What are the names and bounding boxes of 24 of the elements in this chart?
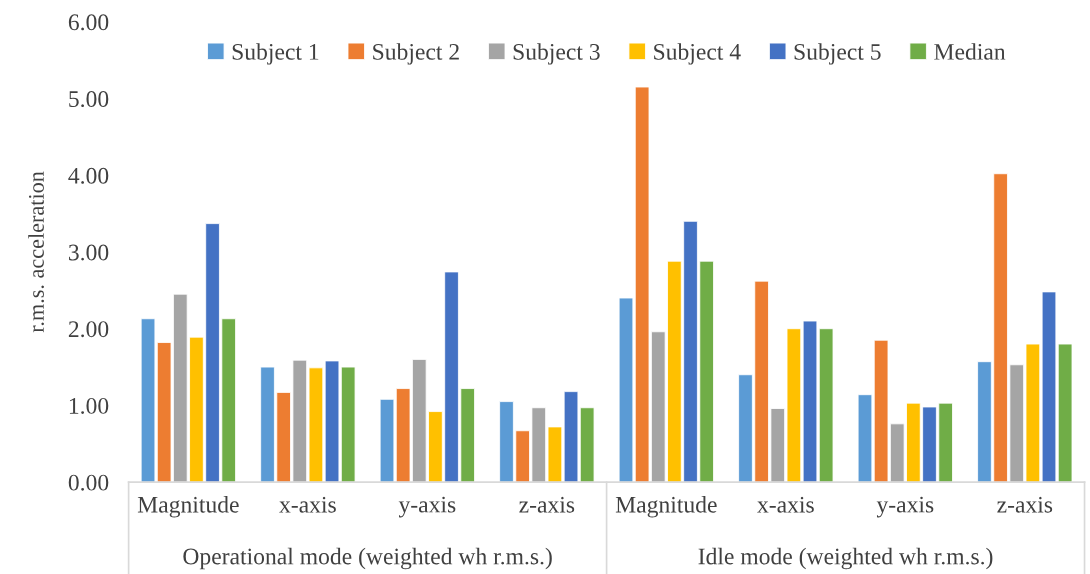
x-tick-label: Magnitude [615,496,717,518]
x-tick-label: x-axis [279,496,336,513]
x-tick-label: y-axis [398,496,456,518]
legend-label: Median [934,43,1006,60]
y-tick-label: 4.00 [68,167,109,184]
text: Idle mode (weighted wh r.m.s.) [698,547,993,570]
text: Operational mode (weighted wh r.m.s.) [183,547,552,570]
legend-label: Subject 5 [794,43,881,65]
legend-label: Subject 2 [373,43,459,65]
legend-label: Subject 3 [513,43,600,65]
y-tick-label: 6.00 [68,14,109,31]
legend-label: Subject 1 [232,43,319,65]
x-tick-label: z-axis [997,496,1053,513]
x-tick-label: z-axis [519,496,575,513]
y-axis-title: r.m.s. acceleration [28,171,44,333]
y-tick-label: 0.00 [68,474,109,491]
y-tick-label: 1.00 [69,397,109,414]
x-tick-label: Magnitude [137,496,239,518]
y-tick-label: 2.00 [68,321,109,338]
y-tick-label: 3.00 [68,244,109,261]
x-tick-label: x-axis [757,496,814,513]
x-tick-label: y-axis [876,496,934,518]
y-tick-label: 5.00 [69,91,109,108]
legend-label: Subject 4 [654,43,741,65]
